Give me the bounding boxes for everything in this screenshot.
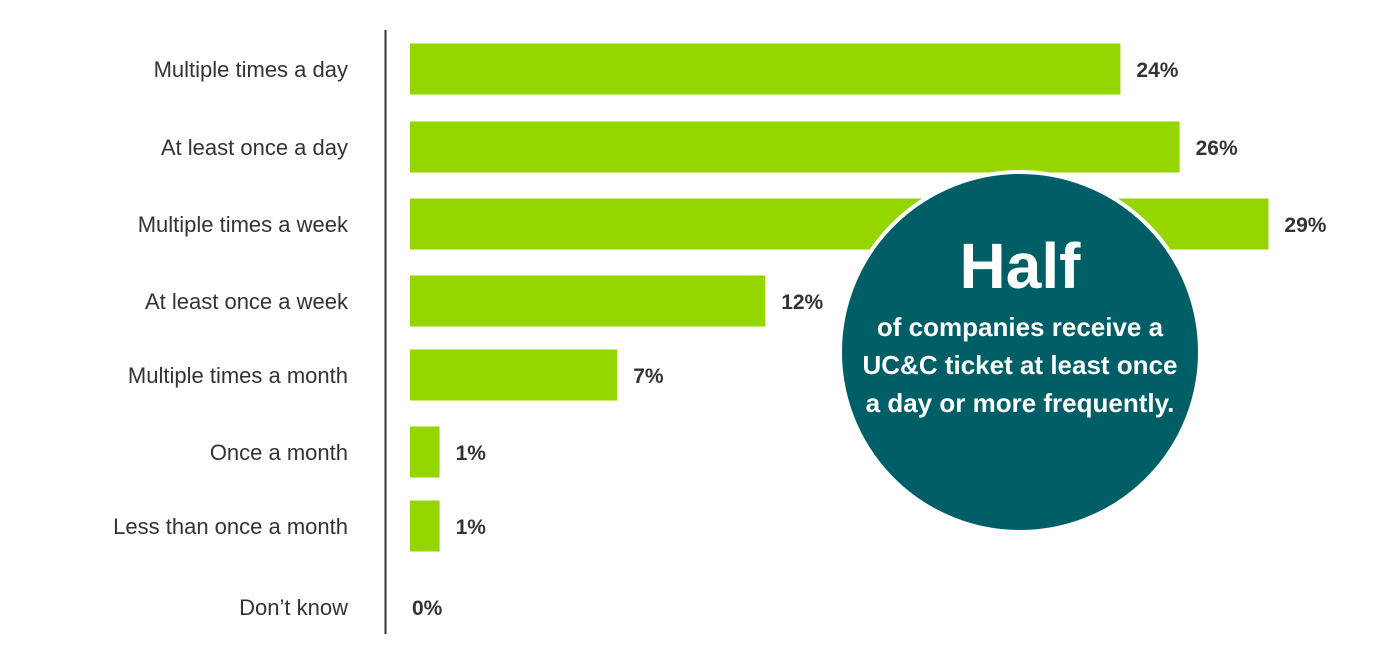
category-labels: Multiple times a day At least once a day M… bbox=[113, 57, 349, 620]
value-label-multiple-times-a-week: 29% bbox=[1284, 214, 1326, 237]
bar-once-a-month bbox=[410, 426, 440, 478]
value-labels: 24% 26% 29% 12% 7% 1% 1% 0% bbox=[412, 59, 1327, 620]
category-label-at-least-once-a-week: At least once a week bbox=[145, 289, 349, 314]
category-label-multiple-times-a-week: Multiple times a week bbox=[138, 212, 349, 237]
value-label-once-a-month: 1% bbox=[456, 442, 487, 465]
value-label-multiple-times-a-day: 24% bbox=[1136, 59, 1178, 82]
category-label-don-t-know: Don’t know bbox=[239, 595, 348, 620]
bar-at-least-once-a-day bbox=[410, 121, 1180, 173]
value-label-at-least-once-a-week: 12% bbox=[781, 291, 823, 314]
category-label-multiple-times-a-day: Multiple times a day bbox=[154, 57, 348, 82]
category-label-at-least-once-a-day: At least once a day bbox=[161, 135, 348, 160]
category-label-once-a-month: Once a month bbox=[210, 440, 348, 465]
category-label-multiple-times-a-month: Multiple times a month bbox=[128, 363, 348, 388]
value-label-at-least-once-a-day: 26% bbox=[1196, 137, 1238, 160]
bar-at-least-once-a-week bbox=[410, 275, 766, 327]
callout-text: of companies receive a UC&C ticket at le… bbox=[862, 312, 1178, 418]
category-label-less-than-once-a-month: Less than once a month bbox=[113, 514, 348, 539]
value-label-don-t-know: 0% bbox=[412, 597, 443, 620]
value-label-multiple-times-a-month: 7% bbox=[633, 365, 664, 388]
value-label-less-than-once-a-month: 1% bbox=[456, 516, 487, 539]
callout-headline: Half bbox=[959, 230, 1081, 302]
callout-circle: Half of companies receive a UC&C ticket … bbox=[838, 170, 1202, 534]
bar-less-than-once-a-month bbox=[410, 500, 440, 552]
bar-multiple-times-a-month bbox=[410, 349, 618, 401]
bar-multiple-times-a-day bbox=[410, 43, 1121, 95]
